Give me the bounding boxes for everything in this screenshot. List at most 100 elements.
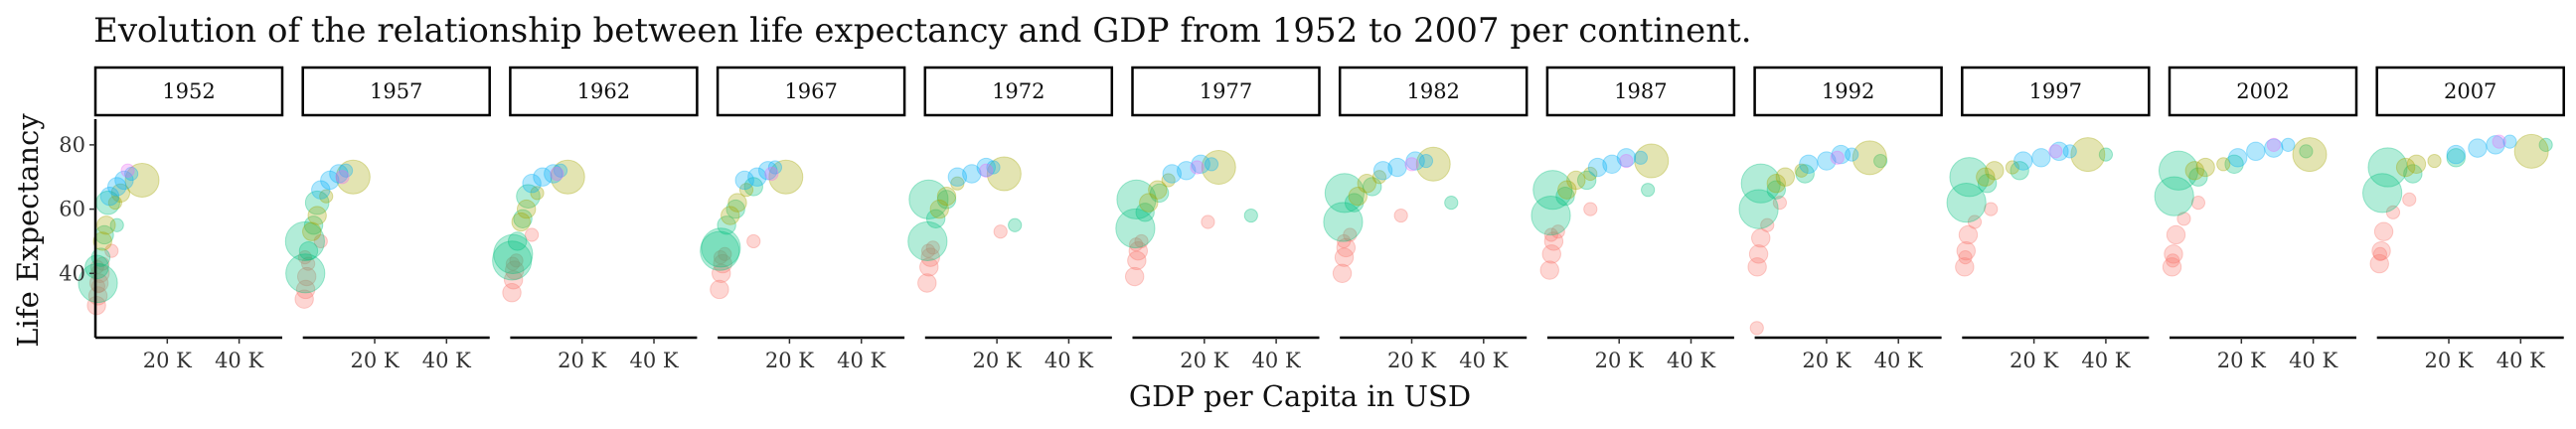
data-point xyxy=(717,215,736,235)
data-point xyxy=(1371,170,1387,185)
data-point xyxy=(1946,183,1987,223)
data-point xyxy=(1532,170,1573,211)
data-point xyxy=(1958,250,1973,265)
facet-strip xyxy=(1131,66,1321,117)
x-tick-label: 40 K xyxy=(837,349,886,372)
x-tick-label: 20 K xyxy=(2217,349,2266,372)
data-point xyxy=(962,164,982,184)
data-point xyxy=(1985,161,2005,181)
data-point xyxy=(114,170,134,191)
data-point xyxy=(307,206,327,225)
chart-title: Evolution of the relationship between li… xyxy=(93,11,1752,51)
data-point xyxy=(124,162,160,198)
data-point xyxy=(1634,143,1670,179)
data-point xyxy=(2176,212,2191,226)
data-point xyxy=(1201,214,1215,229)
data-point xyxy=(2049,141,2069,162)
data-point xyxy=(304,190,330,215)
facet-panel-2007: 2007 20 K 40 K xyxy=(2362,66,2565,372)
facet-panel-1982: 1982 20 K 40 K xyxy=(1323,66,1529,372)
facet-panels: 1952 20 K 40 K 40 60 80 1957 20 K 40 K 1962 20 K 40… xyxy=(59,66,2565,372)
data-point xyxy=(2188,167,2208,187)
data-point xyxy=(99,186,120,207)
data-point xyxy=(2246,141,2266,162)
data-point xyxy=(513,209,533,228)
facet-panel-1952: 1952 20 K 40 K 40 60 80 xyxy=(59,66,284,372)
data-point xyxy=(1738,189,1779,229)
facet-panel-1987: 1987 20 K 40 K xyxy=(1530,66,1736,372)
facet-panel-1967: 1967 20 K 40 K xyxy=(700,66,906,372)
data-point xyxy=(492,240,533,281)
x-tick-label: 40 K xyxy=(1045,349,1093,372)
data-point xyxy=(507,231,528,251)
data-point xyxy=(1336,237,1357,258)
data-point xyxy=(1747,257,1767,277)
data-point xyxy=(2486,135,2505,155)
data-point xyxy=(738,183,754,198)
data-point xyxy=(1748,244,1769,264)
data-point xyxy=(1583,202,1598,216)
data-point xyxy=(319,189,334,204)
facet-strip xyxy=(509,66,699,117)
data-point xyxy=(2372,246,2388,261)
data-point xyxy=(1323,202,1364,242)
data-point xyxy=(2299,144,2314,159)
data-point xyxy=(1148,180,1168,200)
data-point xyxy=(2427,153,2442,169)
data-point xyxy=(550,159,585,195)
data-point xyxy=(1337,233,1352,249)
x-tick-label: 20 K xyxy=(143,349,192,372)
data-point xyxy=(530,186,545,201)
data-point xyxy=(297,250,312,265)
data-point xyxy=(993,224,1008,239)
data-point xyxy=(986,156,1022,192)
data-point xyxy=(120,163,135,178)
data-point xyxy=(2013,151,2033,171)
data-point xyxy=(2403,164,2423,184)
data-point xyxy=(522,174,542,194)
data-point xyxy=(516,199,537,219)
data-point xyxy=(2406,154,2427,174)
data-point xyxy=(1363,177,1382,197)
data-point xyxy=(2162,257,2182,277)
facet-strip xyxy=(1338,66,1529,117)
data-point xyxy=(1008,217,1023,232)
data-point xyxy=(2367,147,2408,188)
x-tick-label: 20 K xyxy=(765,349,814,372)
data-point xyxy=(907,220,948,262)
data-point xyxy=(1332,263,1353,283)
data-point xyxy=(1334,247,1355,267)
data-point xyxy=(1405,151,1425,171)
data-point xyxy=(919,257,939,277)
data-point xyxy=(725,199,745,219)
data-point xyxy=(320,170,340,191)
data-point xyxy=(2538,137,2553,152)
data-point xyxy=(747,167,767,187)
data-point xyxy=(1418,153,1434,169)
data-point xyxy=(1633,150,1649,165)
data-point xyxy=(976,157,996,178)
y-tick-label: 40 xyxy=(59,261,85,285)
data-point xyxy=(1393,208,1408,223)
data-point xyxy=(1794,163,1809,178)
data-point xyxy=(1134,233,1149,249)
facet-panel-1992: 1992 20 K 40 K xyxy=(1738,66,1943,372)
data-point xyxy=(1956,240,1976,261)
data-point xyxy=(2166,253,2180,268)
data-point xyxy=(2266,137,2281,152)
data-point xyxy=(908,179,949,219)
data-point xyxy=(743,177,763,197)
data-point xyxy=(89,259,104,274)
x-tick-label: 40 K xyxy=(2496,349,2545,372)
data-point xyxy=(1967,214,1983,229)
x-tick-label: 20 K xyxy=(2010,349,2058,372)
facet-strip xyxy=(93,66,284,117)
data-point xyxy=(1124,266,1145,287)
data-point xyxy=(1958,224,1979,245)
data-point xyxy=(1543,227,1558,242)
data-point xyxy=(721,206,740,225)
data-point xyxy=(2264,138,2284,158)
data-point xyxy=(1387,157,1407,178)
data-point xyxy=(2158,150,2199,191)
